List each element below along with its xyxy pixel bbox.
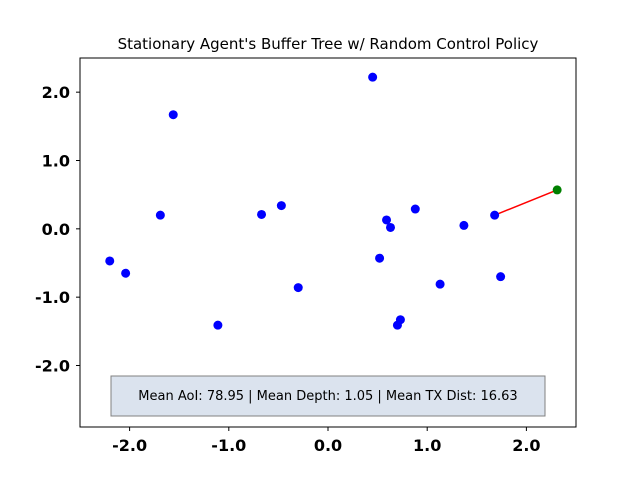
buffer-nodes bbox=[105, 72, 506, 330]
buffer-node-point bbox=[257, 209, 267, 219]
stats-annotation: Mean AoI: 78.95 | Mean Depth: 1.05 | Mea… bbox=[138, 389, 517, 404]
x-tick-label: 0.0 bbox=[314, 436, 342, 455]
buffer-node-point bbox=[293, 283, 303, 293]
y-tick-label: -1.0 bbox=[35, 288, 70, 307]
y-tick-label: 1.0 bbox=[42, 152, 70, 171]
buffer-node-point bbox=[395, 315, 405, 325]
x-tick-label: -2.0 bbox=[112, 436, 147, 455]
agent-layer bbox=[552, 185, 562, 195]
buffer-node-point bbox=[490, 210, 500, 220]
tree-edge bbox=[494, 189, 558, 216]
chart-title: Stationary Agent's Buffer Tree w/ Random… bbox=[118, 35, 539, 53]
y-tick-label: 0.0 bbox=[42, 220, 70, 239]
y-tick-label: -2.0 bbox=[35, 357, 70, 376]
buffer-node-point bbox=[121, 268, 131, 278]
plot-area bbox=[79, 57, 577, 428]
x-tick-label: -1.0 bbox=[211, 436, 246, 455]
x-axis: -2.0 -1.0 0.0 1.0 2.0 bbox=[112, 427, 541, 455]
buffer-node-point bbox=[459, 220, 469, 230]
x-tick-label: 1.0 bbox=[413, 436, 441, 455]
buffer-node-point bbox=[385, 222, 395, 232]
buffer-node-point bbox=[168, 110, 178, 120]
x-tick-label: 2.0 bbox=[512, 436, 540, 455]
buffer-node-point bbox=[213, 320, 223, 330]
buffer-node-point bbox=[368, 72, 378, 82]
y-tick-label: 2.0 bbox=[42, 83, 70, 102]
buffer-node-point bbox=[155, 210, 165, 220]
stats-box: Mean AoI: 78.95 | Mean Depth: 1.05 | Mea… bbox=[110, 375, 546, 417]
buffer-node-point bbox=[410, 204, 420, 214]
buffer-node-point bbox=[375, 253, 385, 263]
agent-point bbox=[552, 185, 562, 195]
buffer-node-point bbox=[496, 272, 506, 282]
buffer-node-point bbox=[276, 201, 286, 211]
stats-box-background bbox=[110, 375, 546, 417]
buffer-node-point bbox=[105, 256, 115, 266]
tree-edges bbox=[494, 189, 558, 216]
y-axis: -2.0 -1.0 0.0 1.0 2.0 bbox=[35, 83, 80, 376]
buffer-node-point bbox=[435, 279, 445, 289]
buffer-node-point bbox=[382, 215, 392, 225]
